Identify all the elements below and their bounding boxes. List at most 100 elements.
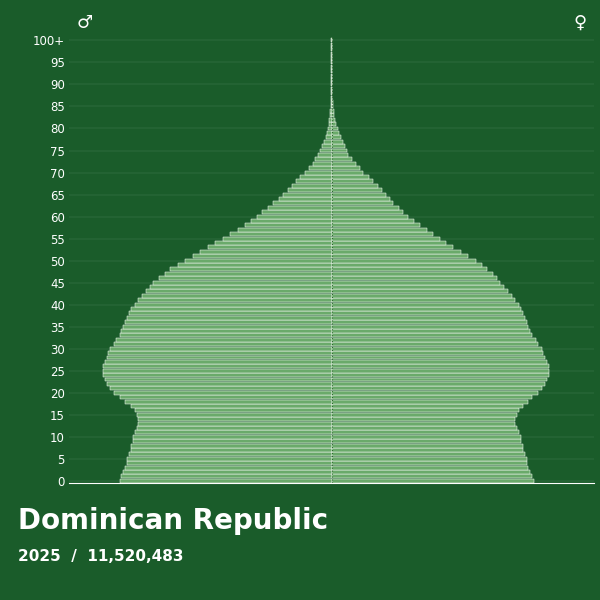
Bar — [121, 329, 331, 333]
Bar — [124, 470, 331, 474]
Bar — [331, 118, 335, 122]
Bar — [125, 400, 331, 404]
Text: Dominican Republic: Dominican Republic — [18, 507, 328, 535]
Bar — [331, 184, 379, 188]
Bar — [149, 285, 331, 289]
Bar — [331, 311, 523, 316]
Bar — [331, 373, 549, 377]
Bar — [331, 281, 500, 284]
Bar — [330, 109, 331, 113]
Bar — [331, 452, 524, 457]
Bar — [331, 439, 521, 443]
Bar — [127, 316, 331, 320]
Bar — [331, 409, 519, 412]
Bar — [223, 236, 331, 241]
Bar — [262, 210, 331, 214]
Bar — [103, 364, 331, 368]
Bar — [331, 170, 364, 175]
Bar — [124, 325, 331, 329]
Bar — [133, 439, 331, 443]
Bar — [329, 122, 331, 126]
Bar — [331, 413, 517, 417]
Bar — [331, 197, 389, 201]
Bar — [331, 223, 419, 227]
Bar — [139, 417, 331, 421]
Bar — [331, 475, 532, 478]
Bar — [331, 382, 545, 386]
Bar — [314, 157, 331, 161]
Bar — [296, 179, 331, 184]
Bar — [331, 236, 440, 241]
Bar — [331, 347, 542, 350]
Bar — [331, 356, 545, 359]
Bar — [119, 395, 331, 399]
Bar — [331, 157, 352, 161]
Bar — [331, 294, 511, 298]
Bar — [154, 281, 331, 284]
Bar — [330, 113, 331, 117]
Bar — [230, 232, 331, 236]
Bar — [134, 302, 331, 307]
Bar — [331, 470, 530, 474]
Bar — [313, 162, 331, 166]
Bar — [131, 404, 331, 408]
Bar — [331, 417, 515, 421]
Bar — [331, 404, 523, 408]
Bar — [331, 263, 482, 267]
Bar — [327, 131, 331, 135]
Bar — [114, 342, 331, 346]
Bar — [331, 320, 527, 324]
Bar — [331, 369, 549, 373]
Bar — [251, 219, 331, 223]
Bar — [331, 162, 356, 166]
Bar — [238, 228, 331, 232]
Bar — [331, 391, 538, 395]
Bar — [326, 136, 331, 139]
Bar — [331, 250, 461, 254]
Bar — [305, 170, 331, 175]
Bar — [331, 166, 359, 170]
Bar — [331, 38, 332, 43]
Bar — [331, 241, 446, 245]
Bar — [324, 140, 331, 143]
Bar — [103, 369, 331, 373]
Bar — [331, 272, 493, 276]
Bar — [331, 302, 519, 307]
Bar — [178, 263, 331, 267]
Bar — [331, 210, 403, 214]
Bar — [331, 268, 487, 271]
Bar — [131, 443, 331, 448]
Bar — [331, 342, 538, 346]
Bar — [331, 259, 476, 263]
Bar — [137, 413, 331, 417]
Bar — [114, 391, 331, 395]
Bar — [331, 175, 369, 179]
Bar — [331, 228, 427, 232]
Bar — [133, 435, 331, 439]
Bar — [331, 193, 386, 197]
Bar — [331, 461, 527, 465]
Bar — [331, 276, 497, 280]
Bar — [116, 338, 331, 342]
Bar — [245, 223, 331, 227]
Bar — [331, 351, 544, 355]
Bar — [331, 329, 530, 333]
Bar — [125, 466, 331, 470]
Bar — [331, 104, 333, 109]
Bar — [331, 113, 334, 117]
Bar — [331, 298, 515, 302]
Bar — [331, 430, 519, 434]
Bar — [257, 215, 331, 218]
Bar — [110, 386, 331, 390]
Bar — [309, 166, 331, 170]
Bar — [289, 188, 331, 192]
Bar — [331, 325, 529, 329]
Bar — [119, 479, 331, 483]
Bar — [142, 294, 331, 298]
Bar — [331, 140, 343, 143]
Bar — [331, 422, 515, 425]
Bar — [121, 475, 331, 478]
Text: ♂: ♂ — [77, 14, 93, 32]
Bar — [134, 409, 331, 412]
Bar — [331, 219, 414, 223]
